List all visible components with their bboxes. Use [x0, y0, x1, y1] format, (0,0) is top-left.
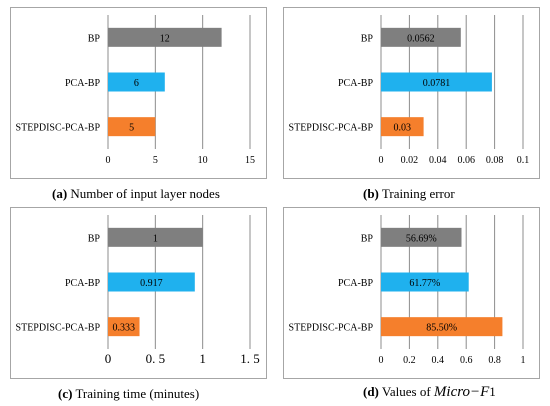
caption-d-text: Values of	[378, 384, 434, 399]
caption-a: (a) Number of input layer nodes	[52, 186, 220, 202]
chart-a-bar	[108, 117, 156, 137]
chart-panel-c: 0 0. 5 1 1. 5 1 BP 0.917 PCA-BP 0.333 STEPDISC-PC…	[10, 207, 267, 379]
chart-d-data-label: 56.69%	[406, 233, 437, 244]
chart-d-data-label: 85.50%	[426, 323, 457, 334]
chart-b-xtick-label: 0.06	[457, 155, 475, 166]
chart-b-svg: 0 0.02 0.04 0.06 0.08 0.1 0.0562 BP 0.0781 PCA-BP…	[283, 7, 540, 179]
chart-c-xtick-label: 0. 5	[146, 351, 166, 366]
chart-d-category-label: PCA-BP	[338, 278, 373, 289]
chart-c-category-label: PCA-BP	[65, 278, 100, 289]
chart-c-xtick-label: 1	[199, 351, 206, 366]
chart-a-bar	[108, 27, 222, 47]
chart-d-bar	[381, 317, 503, 337]
chart-b-xtick-label: 0.04	[429, 155, 447, 166]
chart-a-xtick-label: 0	[106, 155, 111, 166]
chart-b-xtick-label: 0.08	[486, 155, 504, 166]
chart-d-data-label: 61.77%	[409, 278, 440, 289]
chart-a-data-label: 5	[129, 123, 134, 134]
chart-b-bar	[381, 27, 461, 47]
caption-d-suffix: 1	[489, 384, 496, 399]
chart-b-data-label: 0.0562	[407, 33, 435, 44]
chart-a-svg: 0 5 10 15 12 BP 6 PCA-BP 5 STEPDISC-PCA-BP	[10, 7, 267, 179]
caption-c-text: Training time (minutes)	[72, 386, 200, 401]
chart-d-xtick-label: 0.4	[432, 355, 445, 366]
chart-d-bar	[381, 227, 462, 247]
chart-c-xtick-label: 1. 5	[240, 351, 260, 366]
chart-c-svg: 0 0. 5 1 1. 5 1 BP 0.917 PCA-BP 0.333 STEPDISC-PC…	[10, 207, 267, 379]
caption-c-letter: (c)	[58, 386, 73, 401]
chart-b-category-label: BP	[361, 33, 374, 44]
chart-b-xtick-label: 0.1	[517, 155, 530, 166]
caption-b-letter: (b)	[363, 186, 379, 201]
chart-a-data-label: 6	[134, 78, 139, 89]
caption-d-letter: (d)	[363, 384, 379, 399]
chart-d-xtick-label: 0.6	[460, 355, 473, 366]
chart-panel-d: 0 0.2 0.4 0.6 0.8 1 56.69% BP 61.77% PCA-BP 85.50%…	[283, 207, 540, 379]
caption-d: (d) Values of Micro−F1	[363, 384, 496, 401]
chart-b-bar	[381, 72, 492, 92]
caption-b-text: Training error	[378, 186, 455, 201]
chart-b-bar	[381, 117, 424, 137]
caption-a-text: Number of input layer nodes	[67, 186, 220, 201]
chart-b-xtick-label: 0	[379, 155, 384, 166]
chart-b-xtick-label: 0.02	[401, 155, 419, 166]
chart-c-category-label: BP	[88, 233, 101, 244]
chart-c-data-label: 0.917	[140, 278, 163, 289]
chart-d-category-label: BP	[361, 233, 374, 244]
chart-d-xtick-label: 1	[521, 355, 526, 366]
chart-a-category-label: BP	[88, 33, 101, 44]
chart-d-bar	[381, 272, 469, 292]
caption-a-letter: (a)	[52, 186, 68, 201]
caption-d-italic: Micro−F	[433, 384, 490, 400]
chart-d-xtick-label: 0.8	[488, 355, 501, 366]
chart-b-category-label: PCA-BP	[338, 78, 373, 89]
chart-a-xtick-label: 5	[153, 155, 158, 166]
chart-panel-a: 0 5 10 15 12 BP 6 PCA-BP 5 STEPDISC-PCA-BP	[10, 7, 267, 179]
chart-b-data-label: 0.03	[394, 123, 412, 134]
chart-c-xtick-label: 0	[105, 351, 112, 366]
chart-c-category-label: STEPDISC-PCA-BP	[16, 323, 101, 334]
chart-panel-b: 0 0.02 0.04 0.06 0.08 0.1 0.0562 BP 0.0781 PCA-BP…	[283, 7, 540, 179]
chart-d-xtick-label: 0.2	[403, 355, 416, 366]
chart-d-svg: 0 0.2 0.4 0.6 0.8 1 56.69% BP 61.77% PCA-BP 85.50%…	[283, 207, 540, 379]
chart-c-data-label: 0.333	[113, 323, 136, 334]
chart-a-category-label: PCA-BP	[65, 78, 100, 89]
chart-a-xtick-label: 10	[198, 155, 208, 166]
chart-a-bar	[108, 72, 165, 92]
chart-c-data-label: 1	[153, 233, 158, 244]
chart-c-bar	[108, 272, 195, 292]
chart-d-xtick-label: 0	[379, 355, 384, 366]
caption-c: (c) Training time (minutes)	[58, 386, 199, 402]
chart-a-xtick-label: 15	[245, 155, 255, 166]
chart-a-data-label: 12	[160, 33, 170, 44]
caption-b: (b) Training error	[363, 186, 455, 202]
chart-c-bar	[108, 317, 140, 337]
chart-b-category-label: STEPDISC-PCA-BP	[289, 123, 374, 134]
chart-d-category-label: STEPDISC-PCA-BP	[289, 323, 374, 334]
chart-c-bar	[108, 227, 203, 247]
chart-a-category-label: STEPDISC-PCA-BP	[16, 123, 101, 134]
chart-b-data-label: 0.0781	[423, 78, 451, 89]
